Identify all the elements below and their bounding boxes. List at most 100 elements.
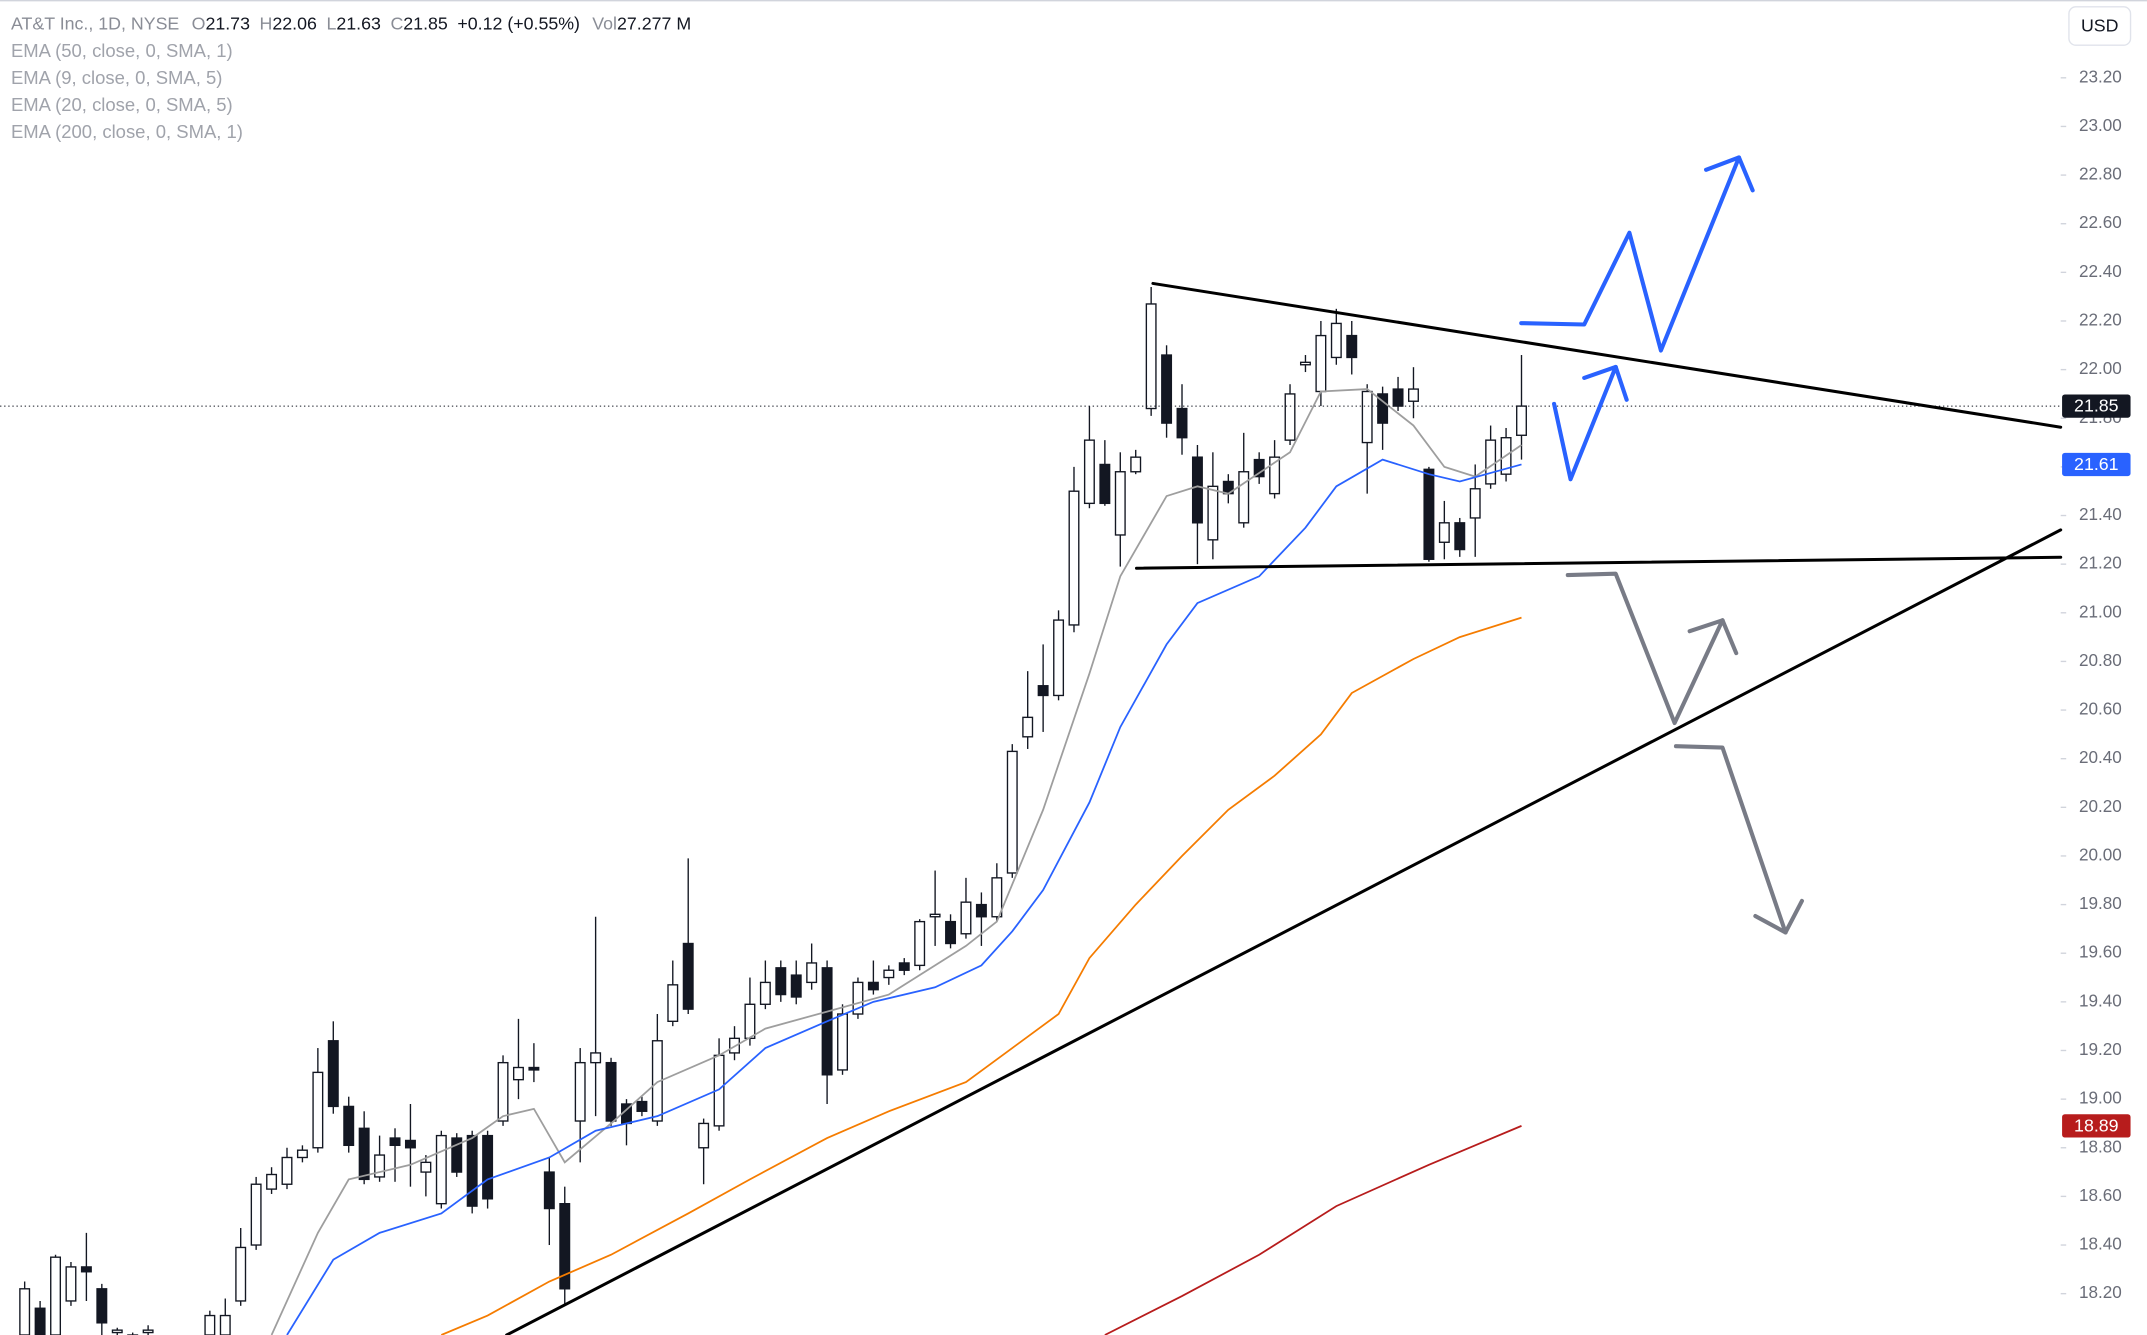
candle-down [636,1100,648,1112]
currency-button[interactable]: USD [2068,6,2132,46]
ema-line [440,616,1522,1335]
candle-up [806,962,818,984]
candle-up [883,969,895,979]
candle-up [1485,439,1497,485]
candle-down [34,1307,46,1335]
candle-up [698,1122,710,1149]
candle-up [914,920,926,967]
candle-down [682,942,694,1010]
candle-down [343,1105,355,1147]
candle-up [512,1066,524,1081]
candle-up [1408,388,1419,402]
candle-up [65,1266,77,1302]
y-tick-label: 19.40 [2079,991,2122,1010]
candle-up [759,981,771,1005]
legend-entry: EMA (20, close, 0, SMA, 5) [11,94,233,115]
y-tick-label: 21.40 [2079,505,2122,524]
button-box[interactable] [2068,6,2132,46]
y-tick-label: 22.60 [2079,213,2122,232]
candle-up [497,1061,509,1122]
y-tick-label: 22.80 [2079,165,2122,184]
low-value: 21.63 [336,13,381,33]
candle-up [744,1003,756,1040]
legend-entry: EMA (9, close, 0, SMA, 5) [11,67,222,88]
candle-down [1454,522,1466,551]
candle-up [1330,322,1342,359]
currency-label[interactable]: USD [2081,15,2119,35]
candle-up [991,877,1003,918]
arrow-head [1753,898,1804,935]
y-tick-label: 19.80 [2079,894,2122,913]
symbol: AT&T Inc., 1D, NYSE [11,13,179,33]
open-label: O [192,13,206,33]
candle-down [404,1139,416,1149]
y-tick-label: 22.00 [2079,359,2122,378]
y-tick-label: 20.20 [2079,797,2122,816]
y-tick-label: 22.20 [2079,310,2122,329]
y-tick-label: 18.80 [2079,1137,2122,1156]
candle-up [111,1329,123,1334]
candle-down [945,920,957,945]
candle-down [1191,456,1203,524]
close-label: C [390,13,403,33]
y-tick-label: 19.00 [2079,1089,2122,1108]
projection-arrow [1673,744,1788,935]
ema-line [1104,1125,1522,1335]
high-label: H [260,13,273,33]
ema-line [270,388,1523,1335]
price-label: 21.85 [2074,395,2119,415]
high-value: 22.06 [272,13,317,33]
candle-down [1161,354,1173,424]
candle-down [559,1203,571,1290]
candle-up [667,984,679,1022]
candle-up [837,1013,849,1071]
candle-up [1130,456,1142,473]
candle-up [1238,471,1250,524]
candle-down [451,1137,463,1173]
candle-down [975,903,987,918]
candle-up [1361,390,1373,444]
candle-up [420,1161,432,1173]
candle-down [1346,334,1358,359]
low-label: L [326,13,336,33]
candle-up [281,1156,293,1185]
projection-arrow [1519,155,1741,353]
candle-down [327,1040,339,1108]
candle-up [1438,522,1450,543]
candle-down [1377,393,1389,424]
candle-up [1299,361,1311,366]
y-tick-label: 18.60 [2079,1186,2122,1205]
candle-up [235,1246,247,1302]
change: +0.12 (+0.55%) [457,13,580,33]
y-tick-label: 20.00 [2079,845,2122,864]
arrow-head [1704,155,1755,193]
y-tick-label: 21.00 [2079,602,2122,621]
price-label: 21.61 [2074,454,2119,474]
candle-up [1068,490,1080,626]
candle-down [358,1127,370,1181]
ema-line [286,458,1522,1335]
price-axis: 18.20 18.40 18.60 18.80 19.00 19.20 19.40 19.60… [2060,67,2131,1302]
candle-down [80,1266,92,1273]
candle-down [482,1134,494,1200]
candle-down [867,981,879,991]
price-label-box [2062,452,2131,477]
candle-down [1253,458,1265,478]
price-label: 18.89 [2074,1115,2119,1135]
candle-up [19,1288,31,1335]
arrow-head [1687,618,1739,656]
plot-area [0,286,2061,1335]
y-tick-label: 20.40 [2079,748,2122,767]
y-tick-label: 20.80 [2079,651,2122,670]
y-tick-label: 18.40 [2079,1235,2122,1254]
candle-up [142,1329,154,1334]
support-line [1134,555,2063,570]
candle-down [605,1061,617,1122]
open-value: 21.73 [205,13,250,33]
candle-up [1053,619,1065,697]
drawings [505,155,2063,1335]
header: AT&T Inc., 1D, NYSE O21.73 H22.06 L21.63 C21… [11,13,691,33]
candle-down [528,1066,540,1071]
